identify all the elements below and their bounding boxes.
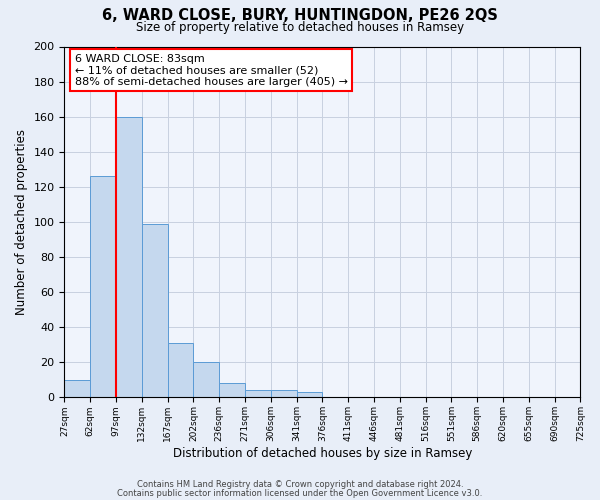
Bar xyxy=(219,384,245,398)
Bar xyxy=(116,116,142,398)
Text: Contains HM Land Registry data © Crown copyright and database right 2024.: Contains HM Land Registry data © Crown c… xyxy=(137,480,463,489)
Bar xyxy=(142,224,167,398)
Text: 6, WARD CLOSE, BURY, HUNTINGDON, PE26 2QS: 6, WARD CLOSE, BURY, HUNTINGDON, PE26 2Q… xyxy=(102,8,498,22)
X-axis label: Distribution of detached houses by size in Ramsey: Distribution of detached houses by size … xyxy=(173,447,472,460)
Y-axis label: Number of detached properties: Number of detached properties xyxy=(15,129,28,315)
Text: Size of property relative to detached houses in Ramsey: Size of property relative to detached ho… xyxy=(136,21,464,34)
Bar xyxy=(167,343,193,398)
Bar xyxy=(271,390,296,398)
Text: Contains public sector information licensed under the Open Government Licence v3: Contains public sector information licen… xyxy=(118,489,482,498)
Bar xyxy=(193,362,219,398)
Text: 6 WARD CLOSE: 83sqm
← 11% of detached houses are smaller (52)
88% of semi-detach: 6 WARD CLOSE: 83sqm ← 11% of detached ho… xyxy=(75,54,348,86)
Bar xyxy=(90,176,116,398)
Bar xyxy=(245,390,271,398)
Bar xyxy=(64,380,90,398)
Bar xyxy=(296,392,322,398)
